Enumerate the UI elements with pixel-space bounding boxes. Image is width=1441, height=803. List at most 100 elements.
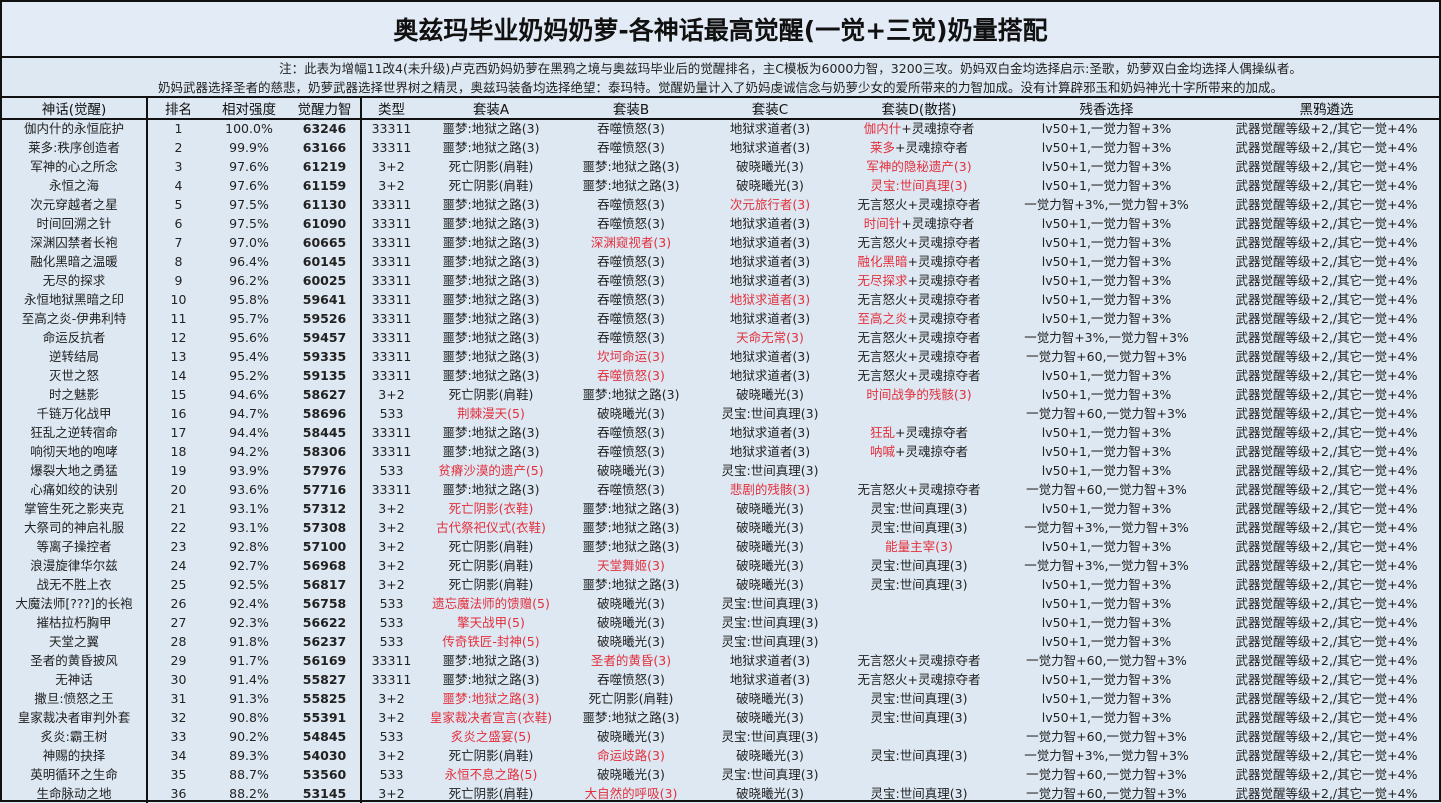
raven: 武器觉醒等级+2,/其它一觉+4%: [1235, 690, 1418, 706]
set-c: 地狱求道者(3): [729, 348, 811, 364]
mythic-name: 爆裂大地之勇猛: [2, 461, 148, 480]
set-d-highlight: 至高之炎: [857, 310, 908, 326]
set-c: 地狱求道者(3): [729, 253, 811, 269]
relative-strength: 96.2%: [229, 272, 269, 288]
raven: 武器觉醒等级+2,/其它一觉+4%: [1235, 538, 1418, 554]
table-row: 永恒之海 4 97.6% 61159 3+2 死亡阴影(肩鞋) 噩梦:地狱之路(3) 破晓曦光…: [2, 176, 1439, 195]
awakening-stat: 56237: [289, 632, 362, 651]
set-b: 破晓曦光(3): [597, 405, 665, 421]
set-d: [839, 404, 999, 423]
mythic-name: 时之魅影: [2, 385, 148, 404]
set-a: 死亡阴影(肩鞋): [448, 576, 534, 592]
set-d: 时间战争的残骸(3): [839, 385, 999, 404]
set-a: 死亡阴影(肩鞋): [448, 386, 534, 402]
awakening-stat: 59526: [289, 309, 362, 328]
table-row: 皇家裁决者审判外套 32 90.8% 55391 3+2 皇家裁决者宣言(衣鞋) 噩梦:地狱…: [2, 708, 1439, 727]
set-c: 灵宝:世间真理(3): [721, 766, 819, 782]
raven: 武器觉醒等级+2,/其它一觉+4%: [1235, 121, 1418, 136]
awakening-stat: 54845: [289, 727, 362, 746]
set-b: 吞噬愤怒(3): [597, 671, 665, 687]
header-set-a: 套装A: [421, 98, 561, 120]
set-type: 33311: [371, 329, 412, 345]
residual: lv50+1,一觉力智+3%: [1041, 386, 1172, 402]
set-d: 狂乱+灵魂掠夺者: [839, 423, 999, 442]
set-d: 灵宝:世间真理(3): [839, 784, 999, 803]
awakening-stat: 56622: [289, 613, 362, 632]
set-a: 遗忘魔法师的馈赠(5): [432, 595, 550, 611]
awakening-stat: 54030: [289, 746, 362, 765]
residual: lv50+1,一觉力智+3%: [1041, 121, 1172, 136]
relative-strength: 96.4%: [229, 253, 269, 269]
residual: lv50+1,一觉力智+3%: [1041, 614, 1172, 630]
set-d: 无言怒火+灵魂掠夺者: [839, 651, 999, 670]
set-a: 噩梦:地狱之路(3): [442, 310, 540, 326]
mythic-name: 逆转结局: [2, 347, 148, 366]
relative-strength: 90.8%: [229, 709, 269, 725]
set-c: 破晓曦光(3): [736, 785, 804, 801]
set-d-rest: 灵宝:世间真理(3): [870, 709, 968, 725]
awakening-stat: 63246: [289, 119, 362, 138]
relative-strength: 92.5%: [229, 576, 269, 592]
set-c: 地狱求道者(3): [729, 367, 811, 383]
set-d-rest: 灵宝:世间真理(3): [870, 747, 968, 763]
table-row: 大祭司的神启礼服 22 93.1% 57308 3+2 古代祭祀仪式(衣鞋) 噩梦:地狱之路…: [2, 518, 1439, 537]
set-c: 地狱求道者(3): [729, 291, 811, 307]
set-a: 噩梦:地狱之路(3): [442, 272, 540, 288]
table-row: 摧枯拉朽胸甲 27 92.3% 56622 533 擎天战甲(5) 破晓曦光(3) 灵宝:世间…: [2, 613, 1439, 632]
set-b: 噩梦:地狱之路(3): [582, 576, 680, 592]
awakening-stat: 60665: [289, 233, 362, 252]
set-d: [839, 461, 999, 480]
table-row: 无尽的探求 9 96.2% 60025 33311 噩梦:地狱之路(3) 吞噬愤怒(3) 地狱…: [2, 271, 1439, 290]
set-d-highlight: 融化黑暗: [857, 253, 908, 269]
raven: 武器觉醒等级+2,/其它一觉+4%: [1235, 595, 1418, 611]
set-a: 噩梦:地狱之路(3): [442, 652, 540, 668]
set-d-highlight: 军神的隐秘遗产(3): [866, 158, 972, 174]
mythic-name: 心痛如绞的诀别: [2, 480, 148, 499]
raven: 武器觉醒等级+2,/其它一觉+4%: [1235, 481, 1418, 497]
set-b: 吞噬愤怒(3): [597, 139, 665, 155]
awakening-stat: 59335: [289, 347, 362, 366]
set-a: 擎天战甲(5): [457, 614, 525, 630]
residual: lv50+1,一觉力智+3%: [1041, 253, 1172, 269]
set-a: 噩梦:地狱之路(3): [442, 481, 540, 497]
set-a: 噩梦:地狱之路(3): [442, 291, 540, 307]
set-c: 天命无常(3): [736, 329, 804, 345]
relative-strength: 93.1%: [229, 500, 269, 516]
set-c: 地狱求道者(3): [729, 215, 811, 231]
set-b: 吞噬愤怒(3): [597, 291, 665, 307]
awakening-stat: 57308: [289, 518, 362, 537]
mythic-name: 天堂之翼: [2, 632, 148, 651]
residual: lv50+1,一觉力智+3%: [1041, 690, 1172, 706]
table-row: 心痛如绞的诀别 20 93.6% 57716 33311 噩梦:地狱之路(3) 吞噬愤怒(3…: [2, 480, 1439, 499]
set-a: 永恒不息之路(5): [444, 766, 538, 782]
set-a: 噩梦:地狱之路(3): [442, 367, 540, 383]
set-c: 破晓曦光(3): [736, 557, 804, 573]
set-b: 噩梦:地狱之路(3): [582, 500, 680, 516]
residual: lv50+1,一觉力智+3%: [1041, 462, 1172, 478]
residual: lv50+1,一觉力智+3%: [1041, 671, 1172, 687]
table-row: 永恒地狱黑暗之印 10 95.8% 59641 33311 噩梦:地狱之路(3) 吞噬愤怒(…: [2, 290, 1439, 309]
set-a: 死亡阴影(肩鞋): [448, 158, 534, 174]
table-row: 圣者的黄昏披风 29 91.7% 56169 33311 噩梦:地狱之路(3) 圣者的黄昏(…: [2, 651, 1439, 670]
residual: 一觉力智+60,一觉力智+3%: [1026, 728, 1187, 744]
rank: 13: [170, 348, 187, 364]
relative-strength: 88.2%: [229, 785, 269, 801]
awakening-stat: 57312: [289, 499, 362, 518]
rank: 23: [170, 538, 187, 554]
residual: 一觉力智+60,一觉力智+3%: [1026, 766, 1187, 782]
set-type: 3+2: [378, 386, 405, 402]
set-c: 地狱求道者(3): [729, 443, 811, 459]
set-d: 融化黑暗+灵魂掠夺者: [839, 252, 999, 271]
raven: 武器觉醒等级+2,/其它一觉+4%: [1235, 291, 1418, 307]
set-b: 吞噬愤怒(3): [597, 443, 665, 459]
relative-strength: 95.2%: [229, 367, 269, 383]
set-a: 噩梦:地狱之路(3): [442, 139, 540, 155]
set-type: 533: [379, 405, 404, 421]
relative-strength: 91.8%: [229, 633, 269, 649]
set-d: 无言怒火+灵魂掠夺者: [839, 195, 999, 214]
relative-strength: 97.6%: [229, 158, 269, 174]
set-c: 地狱求道者(3): [729, 671, 811, 687]
mythic-name: 浪漫旋律华尔兹: [2, 556, 148, 575]
raven: 武器觉醒等级+2,/其它一觉+4%: [1235, 785, 1418, 801]
header-type: 类型: [361, 98, 421, 120]
